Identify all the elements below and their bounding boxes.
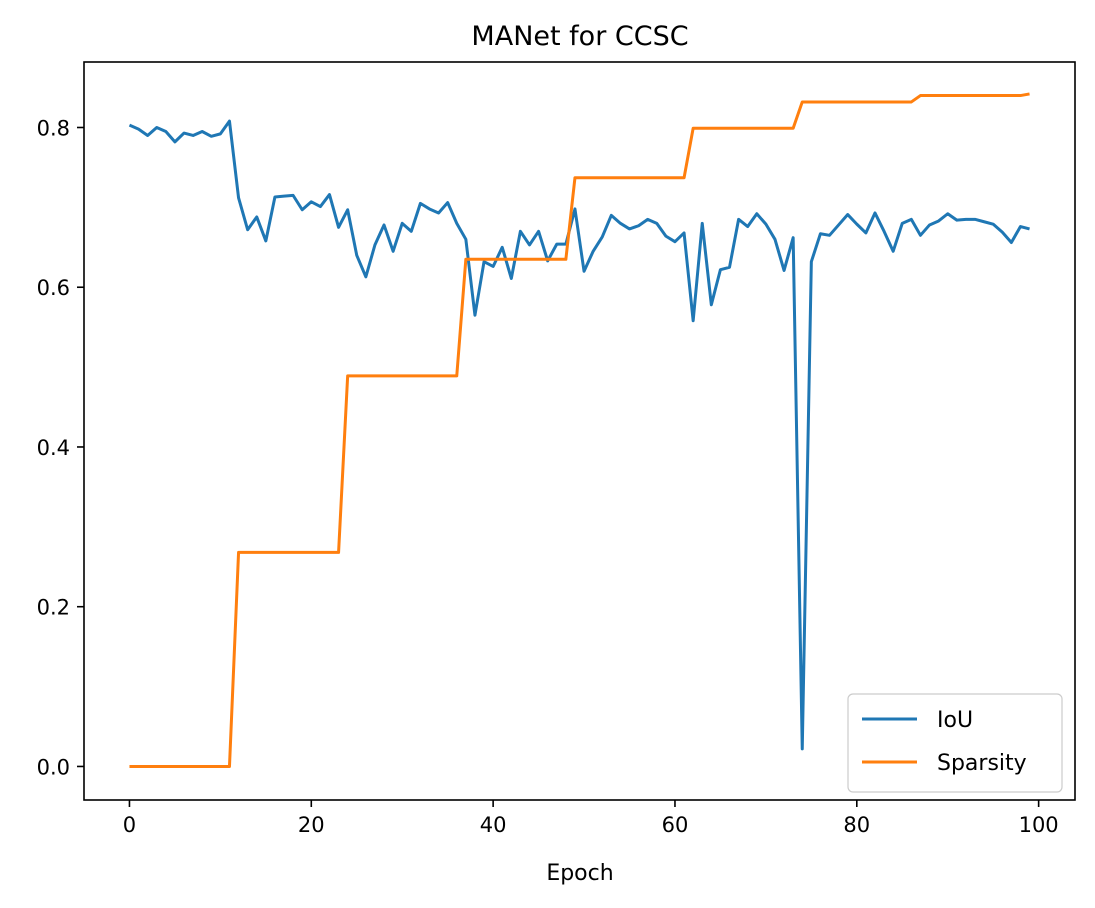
legend-label-iou: IoU bbox=[937, 708, 973, 733]
plot-lines bbox=[128, 92, 1030, 768]
x-tick-label: 20 bbox=[298, 813, 325, 837]
series-line-iou bbox=[128, 119, 1030, 751]
legend-label-sparsity: Sparsity bbox=[937, 751, 1027, 776]
x-tick-label: 80 bbox=[843, 813, 870, 837]
y-tick-label: 0.6 bbox=[37, 276, 70, 300]
x-tick-label: 40 bbox=[480, 813, 507, 837]
y-tick-label: 0.4 bbox=[37, 436, 70, 460]
y-axis-ticks: 0.0 0.2 0.4 0.6 0.8 bbox=[37, 116, 84, 779]
plot-frame bbox=[83, 61, 1076, 801]
x-axis-label: Epoch bbox=[546, 861, 613, 886]
y-tick-label: 0.0 bbox=[37, 755, 70, 779]
y-tick-label: 0.2 bbox=[37, 596, 70, 620]
chart-title: MANet for CCSC bbox=[471, 21, 688, 52]
x-axis-ticks: 0 20 40 60 80 100 bbox=[123, 800, 1059, 837]
x-tick-label: 0 bbox=[123, 813, 136, 837]
x-tick-label: 60 bbox=[662, 813, 689, 837]
y-tick-label: 0.8 bbox=[37, 116, 70, 140]
x-tick-label: 100 bbox=[1019, 813, 1059, 837]
series-line-sparsity bbox=[129, 92, 1030, 768]
legend: IoU Sparsity bbox=[847, 693, 1063, 793]
